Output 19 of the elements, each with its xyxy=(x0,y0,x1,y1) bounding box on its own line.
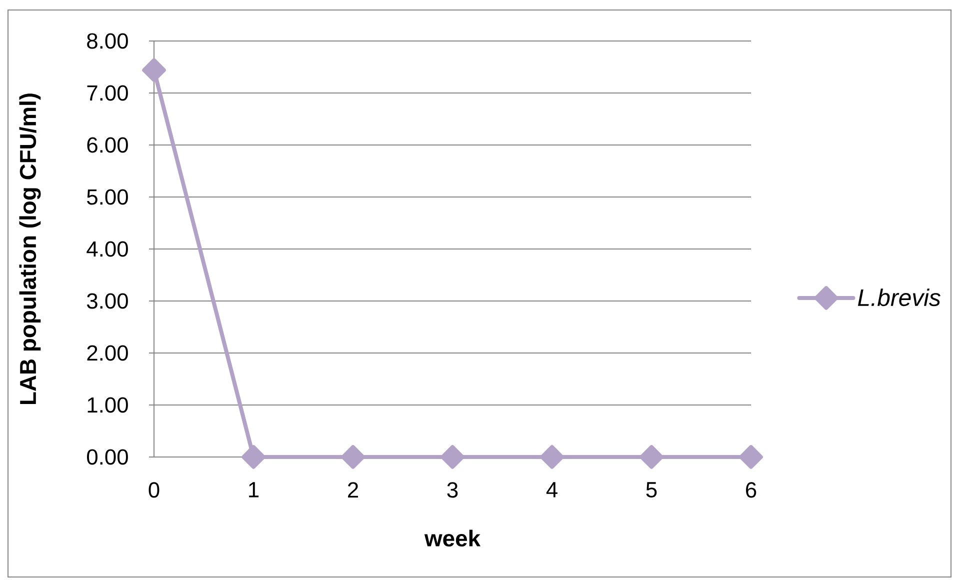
x-tick-label: 5 xyxy=(646,482,657,498)
x-axis-title: week xyxy=(424,530,481,547)
x-tick-label: 2 xyxy=(348,482,358,498)
y-tick-label: 1.00 xyxy=(88,397,128,413)
x-tick-label: 1 xyxy=(249,482,259,498)
y-tick-label: 5.00 xyxy=(87,189,128,205)
y-tick-label: 3.00 xyxy=(86,293,128,309)
x-tick-label: 0 xyxy=(148,482,160,498)
y-tick-label: 8.00 xyxy=(87,33,128,49)
x-tick-label: 3 xyxy=(447,482,458,498)
legend-label: L.brevis xyxy=(858,288,940,306)
y-tick-label: 6.00 xyxy=(87,137,128,153)
y-tick-label: 2.00 xyxy=(87,345,128,361)
y-tick-label: 7.00 xyxy=(87,85,128,101)
x-tick-label: 6 xyxy=(746,482,756,498)
y-axis-title: LAB population (log CFU/ml) xyxy=(19,94,41,404)
y-tick-label: 0.00 xyxy=(87,449,128,465)
x-tick-label: 4 xyxy=(546,482,558,498)
y-tick-label: 4.00 xyxy=(86,241,128,257)
